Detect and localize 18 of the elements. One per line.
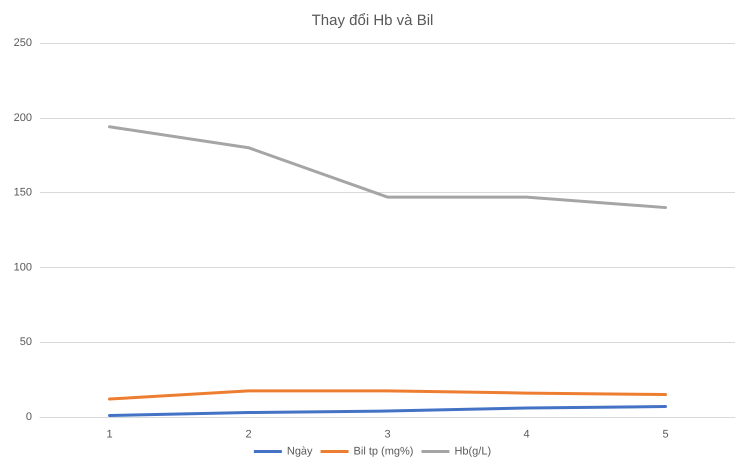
x-tick-label: 5: [662, 428, 669, 440]
line-series: [108, 389, 667, 401]
y-tick-label: 150: [14, 186, 32, 199]
y-tick-label: 250: [14, 37, 32, 49]
y-tick-label: 200: [14, 112, 32, 124]
y-tick-label: 50: [20, 336, 32, 348]
legend-label: Ngày: [286, 446, 314, 458]
chart-title: Thay đổi Hb và Bil: [312, 12, 434, 29]
y-tick-label: 100: [14, 261, 32, 274]
y-tick-label: 0: [26, 411, 32, 423]
x-tick-label: 4: [523, 428, 530, 440]
legend-label: Hb(g/L): [454, 446, 492, 458]
line-series: [108, 125, 667, 210]
x-tick-label: 2: [245, 428, 252, 440]
x-tick-label: 3: [384, 428, 391, 440]
legend-label: Bil tp (mg%): [354, 446, 414, 458]
line-series: [108, 405, 667, 418]
x-tick-label: 1: [106, 428, 113, 440]
